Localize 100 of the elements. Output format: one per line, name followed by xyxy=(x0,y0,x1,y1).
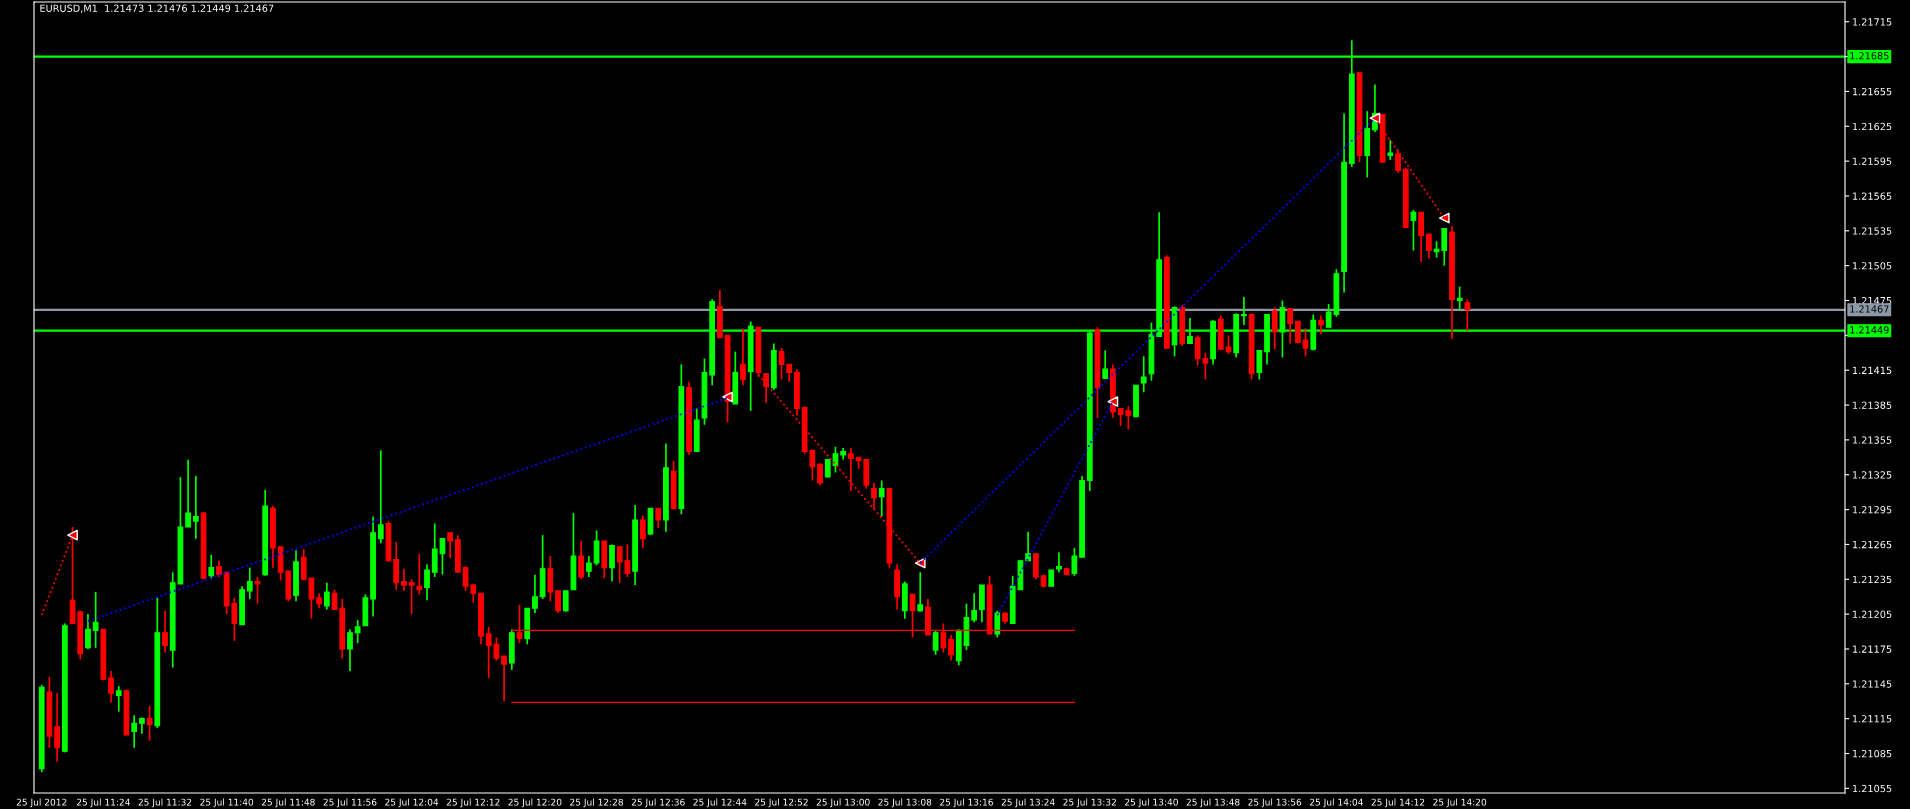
candlestick xyxy=(555,590,561,614)
x-tick-label: 25 Jul 13:24 xyxy=(1001,798,1055,808)
x-tick-label: 25 Jul 11:40 xyxy=(200,798,254,808)
candlestick xyxy=(532,573,538,614)
candlestick xyxy=(185,458,191,528)
candlestick xyxy=(192,475,199,540)
ref-line-label: 1.21449 xyxy=(1850,326,1889,334)
y-tick-label: 1.21535 xyxy=(1853,227,1892,235)
candlestick xyxy=(401,567,407,592)
candlestick xyxy=(948,634,954,662)
x-tick-label: 25 Jul 14:04 xyxy=(1309,798,1363,808)
candlestick xyxy=(115,685,122,713)
candlestick xyxy=(354,619,361,644)
candlestick xyxy=(1140,355,1147,394)
x-tick-label: 25 Jul 12:36 xyxy=(631,798,685,808)
x-tick-label: 25 Jul 12:20 xyxy=(508,798,562,808)
candlestick xyxy=(971,592,978,624)
ref-line-label: 1.21467 xyxy=(1850,305,1889,313)
candlestick xyxy=(1102,349,1109,380)
y-tick-label: 1.21205 xyxy=(1853,610,1892,618)
y-tick-label: 1.21415 xyxy=(1853,366,1892,375)
candlestick xyxy=(131,714,138,749)
y-tick-label: 1.21655 xyxy=(1853,87,1892,96)
x-tick-label: 25 Jul 13:56 xyxy=(1248,798,1302,808)
candlestick xyxy=(162,609,168,654)
y-tick-label: 1.21385 xyxy=(1853,401,1892,409)
x-tick-label: 25 Jul 14:20 xyxy=(1433,798,1487,808)
candlestick xyxy=(254,576,261,605)
candlestick xyxy=(377,449,384,545)
candlestick xyxy=(393,541,400,591)
candlestick xyxy=(1071,547,1078,577)
candlestick xyxy=(1271,306,1278,351)
candlestick xyxy=(323,581,330,611)
y-tick-label: 1.21265 xyxy=(1853,540,1892,549)
x-tick-label: 25 Jul 13:08 xyxy=(878,798,932,808)
y-tick-label: 1.21175 xyxy=(1853,645,1892,653)
y-tick-label: 1.21115 xyxy=(1853,715,1892,723)
x-tick-label: 25 Jul 11:24 xyxy=(76,798,130,808)
candlestick xyxy=(501,655,507,703)
x-tick-label: 25 Jul 12:52 xyxy=(755,798,808,808)
candlestick xyxy=(1464,298,1471,332)
y-tick-label: 1.21055 xyxy=(1853,784,1892,793)
y-tick-label: 1.21595 xyxy=(1853,157,1892,165)
candlestick xyxy=(562,590,569,613)
candlestick xyxy=(146,705,153,742)
candlestick xyxy=(917,571,924,613)
candlestick xyxy=(1318,314,1324,336)
candlestick xyxy=(1410,209,1417,252)
x-tick-label: 25 Jul 11:56 xyxy=(323,798,377,808)
ref-line-label: 1.21685 xyxy=(1850,52,1889,60)
candlestick xyxy=(1456,285,1463,311)
y-tick-label: 1.21355 xyxy=(1853,436,1892,444)
y-tick-label: 1.21145 xyxy=(1853,680,1892,688)
candlestick xyxy=(416,552,423,596)
x-tick-label: 25 Jul 13:00 xyxy=(816,798,870,808)
x-tick-label: 25 Jul 2012 xyxy=(16,798,67,808)
candlestick xyxy=(108,670,114,704)
candlestick xyxy=(1425,232,1432,260)
candlestick xyxy=(424,563,430,602)
candlestick xyxy=(1032,552,1039,581)
candlestick xyxy=(585,555,592,578)
x-tick-label: 25 Jul 13:16 xyxy=(940,798,993,808)
y-tick-label: 1.21715 xyxy=(1853,18,1892,26)
x-tick-label: 25 Jul 12:28 xyxy=(570,798,624,808)
point xyxy=(1438,212,1450,224)
point xyxy=(1107,396,1119,407)
candlestick xyxy=(1387,139,1394,161)
y-tick-label: 1.21325 xyxy=(1853,471,1892,479)
candlestick xyxy=(1056,551,1062,574)
candlestick xyxy=(1418,211,1425,264)
x-tick-label: 25 Jul 14:12 xyxy=(1371,798,1425,808)
y-tick-label: 1.21625 xyxy=(1853,122,1892,131)
candlestick xyxy=(208,554,215,581)
candlestick xyxy=(994,609,1001,639)
candlestick xyxy=(593,529,600,567)
candlestick xyxy=(1302,327,1309,358)
candlestick xyxy=(1225,334,1232,355)
x-tick-label: 25 Jul 11:48 xyxy=(261,798,315,808)
y-tick-label: 1.21235 xyxy=(1853,575,1892,584)
candlestick xyxy=(447,531,454,560)
y-tick-label: 1.21475 xyxy=(1853,296,1892,305)
chart-title: EURUSD,M1 1.21473 1.21476 1.21449 1.21467 xyxy=(40,4,274,13)
candlestick xyxy=(246,566,253,600)
x-tick-label: 25 Jul 13:40 xyxy=(1125,798,1178,808)
candlestick xyxy=(1256,349,1263,381)
candlestick xyxy=(848,447,854,492)
candlestick xyxy=(871,482,877,511)
y-tick-label: 1.21565 xyxy=(1853,192,1892,200)
candlestick xyxy=(655,507,662,530)
x-tick-label: 25 Jul 13:32 xyxy=(1063,798,1116,808)
candlestick xyxy=(778,347,785,381)
x-tick-label: 25 Jul 13:48 xyxy=(1186,798,1240,808)
candlestick xyxy=(347,628,353,672)
candlestick xyxy=(740,327,746,387)
y-tick-label: 1.21085 xyxy=(1853,749,1892,758)
candlestick xyxy=(878,479,885,518)
candlestick xyxy=(578,540,585,581)
candlestick xyxy=(1241,296,1247,326)
point xyxy=(1369,112,1381,124)
candlestick xyxy=(1395,148,1401,174)
